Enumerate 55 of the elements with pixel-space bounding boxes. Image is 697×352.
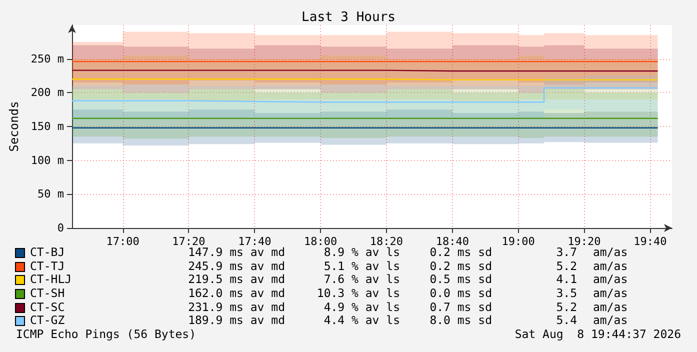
text: 10.3 % av ls (316, 286, 400, 301)
x-tick-label: 18:40 (436, 235, 470, 248)
text: Sat Aug 8 19:44:37 2026 (514, 327, 681, 342)
text: 4.1 (556, 272, 577, 287)
x-tick-label: 19:20 (568, 235, 601, 248)
y-tick-label: 0 (57, 222, 64, 234)
chart-title: Last 3 Hours (302, 10, 396, 25)
text: am/as (593, 286, 628, 301)
text: 8.0 ms sd (430, 313, 492, 328)
x-tick-label: 18:20 (370, 235, 404, 248)
text: am/as (593, 258, 628, 274)
text: 0.2 ms sd (430, 245, 492, 260)
text: am/as (593, 300, 628, 314)
x-tick-label: 19:40 (634, 235, 667, 248)
text: 5.2 (556, 258, 577, 274)
y-tick-label: 200 m (30, 86, 64, 100)
text: am/as (593, 245, 628, 260)
y-tick-label: 100 m (30, 154, 64, 167)
x-tick-label: 17:00 (106, 235, 140, 248)
text: 0.2 ms sd (430, 258, 492, 274)
legend-label: CT-GZ (30, 313, 65, 328)
y-tick-label: 50 m (38, 188, 64, 201)
x-tick-label: 17:20 (172, 235, 206, 248)
text: 0.0 ms sd (430, 286, 492, 301)
text: 245.9 ms av md (188, 258, 285, 274)
text: 189.9 ms av md (188, 313, 285, 328)
text: 3.5 (556, 286, 577, 301)
text: 0.7 ms sd (430, 300, 492, 314)
legend-label: CT-SH (30, 286, 65, 301)
x-tick-label: 18:00 (304, 235, 338, 248)
legend-label: CT-HLJ (30, 272, 72, 287)
legend-label: CT-TJ (30, 258, 65, 274)
legend-label: CT-BJ (30, 245, 65, 260)
text: ICMP Echo Pings (56 Bytes) (16, 327, 196, 342)
text: 4.9 % av ls (324, 300, 400, 314)
text: am/as (593, 313, 628, 328)
text: 231.9 ms av md (188, 300, 285, 314)
y-tick-label: 250 m (30, 52, 64, 66)
y-tick-label: 150 m (30, 120, 64, 133)
text: 162.0 ms av md (188, 286, 285, 301)
legend-label: CT-SC (30, 300, 65, 314)
x-tick-label: 19:00 (502, 235, 535, 248)
text: 7.6 % av ls (324, 272, 400, 287)
text: 3.7 (556, 245, 577, 260)
text: 147.9 ms av md (188, 245, 285, 260)
text: 8.9 % av ls (324, 245, 400, 260)
text: 5.2 (556, 300, 577, 314)
text: 5.1 % av ls (324, 258, 400, 274)
x-tick-label: 17:40 (238, 235, 272, 248)
text: 4.4 % av ls (324, 313, 400, 328)
text: am/as (593, 272, 628, 287)
text: 5.4 (556, 313, 577, 328)
text: 0.5 ms sd (430, 272, 492, 287)
text: 219.5 ms av md (188, 272, 285, 287)
y-axis-title: Seconds (7, 101, 21, 152)
